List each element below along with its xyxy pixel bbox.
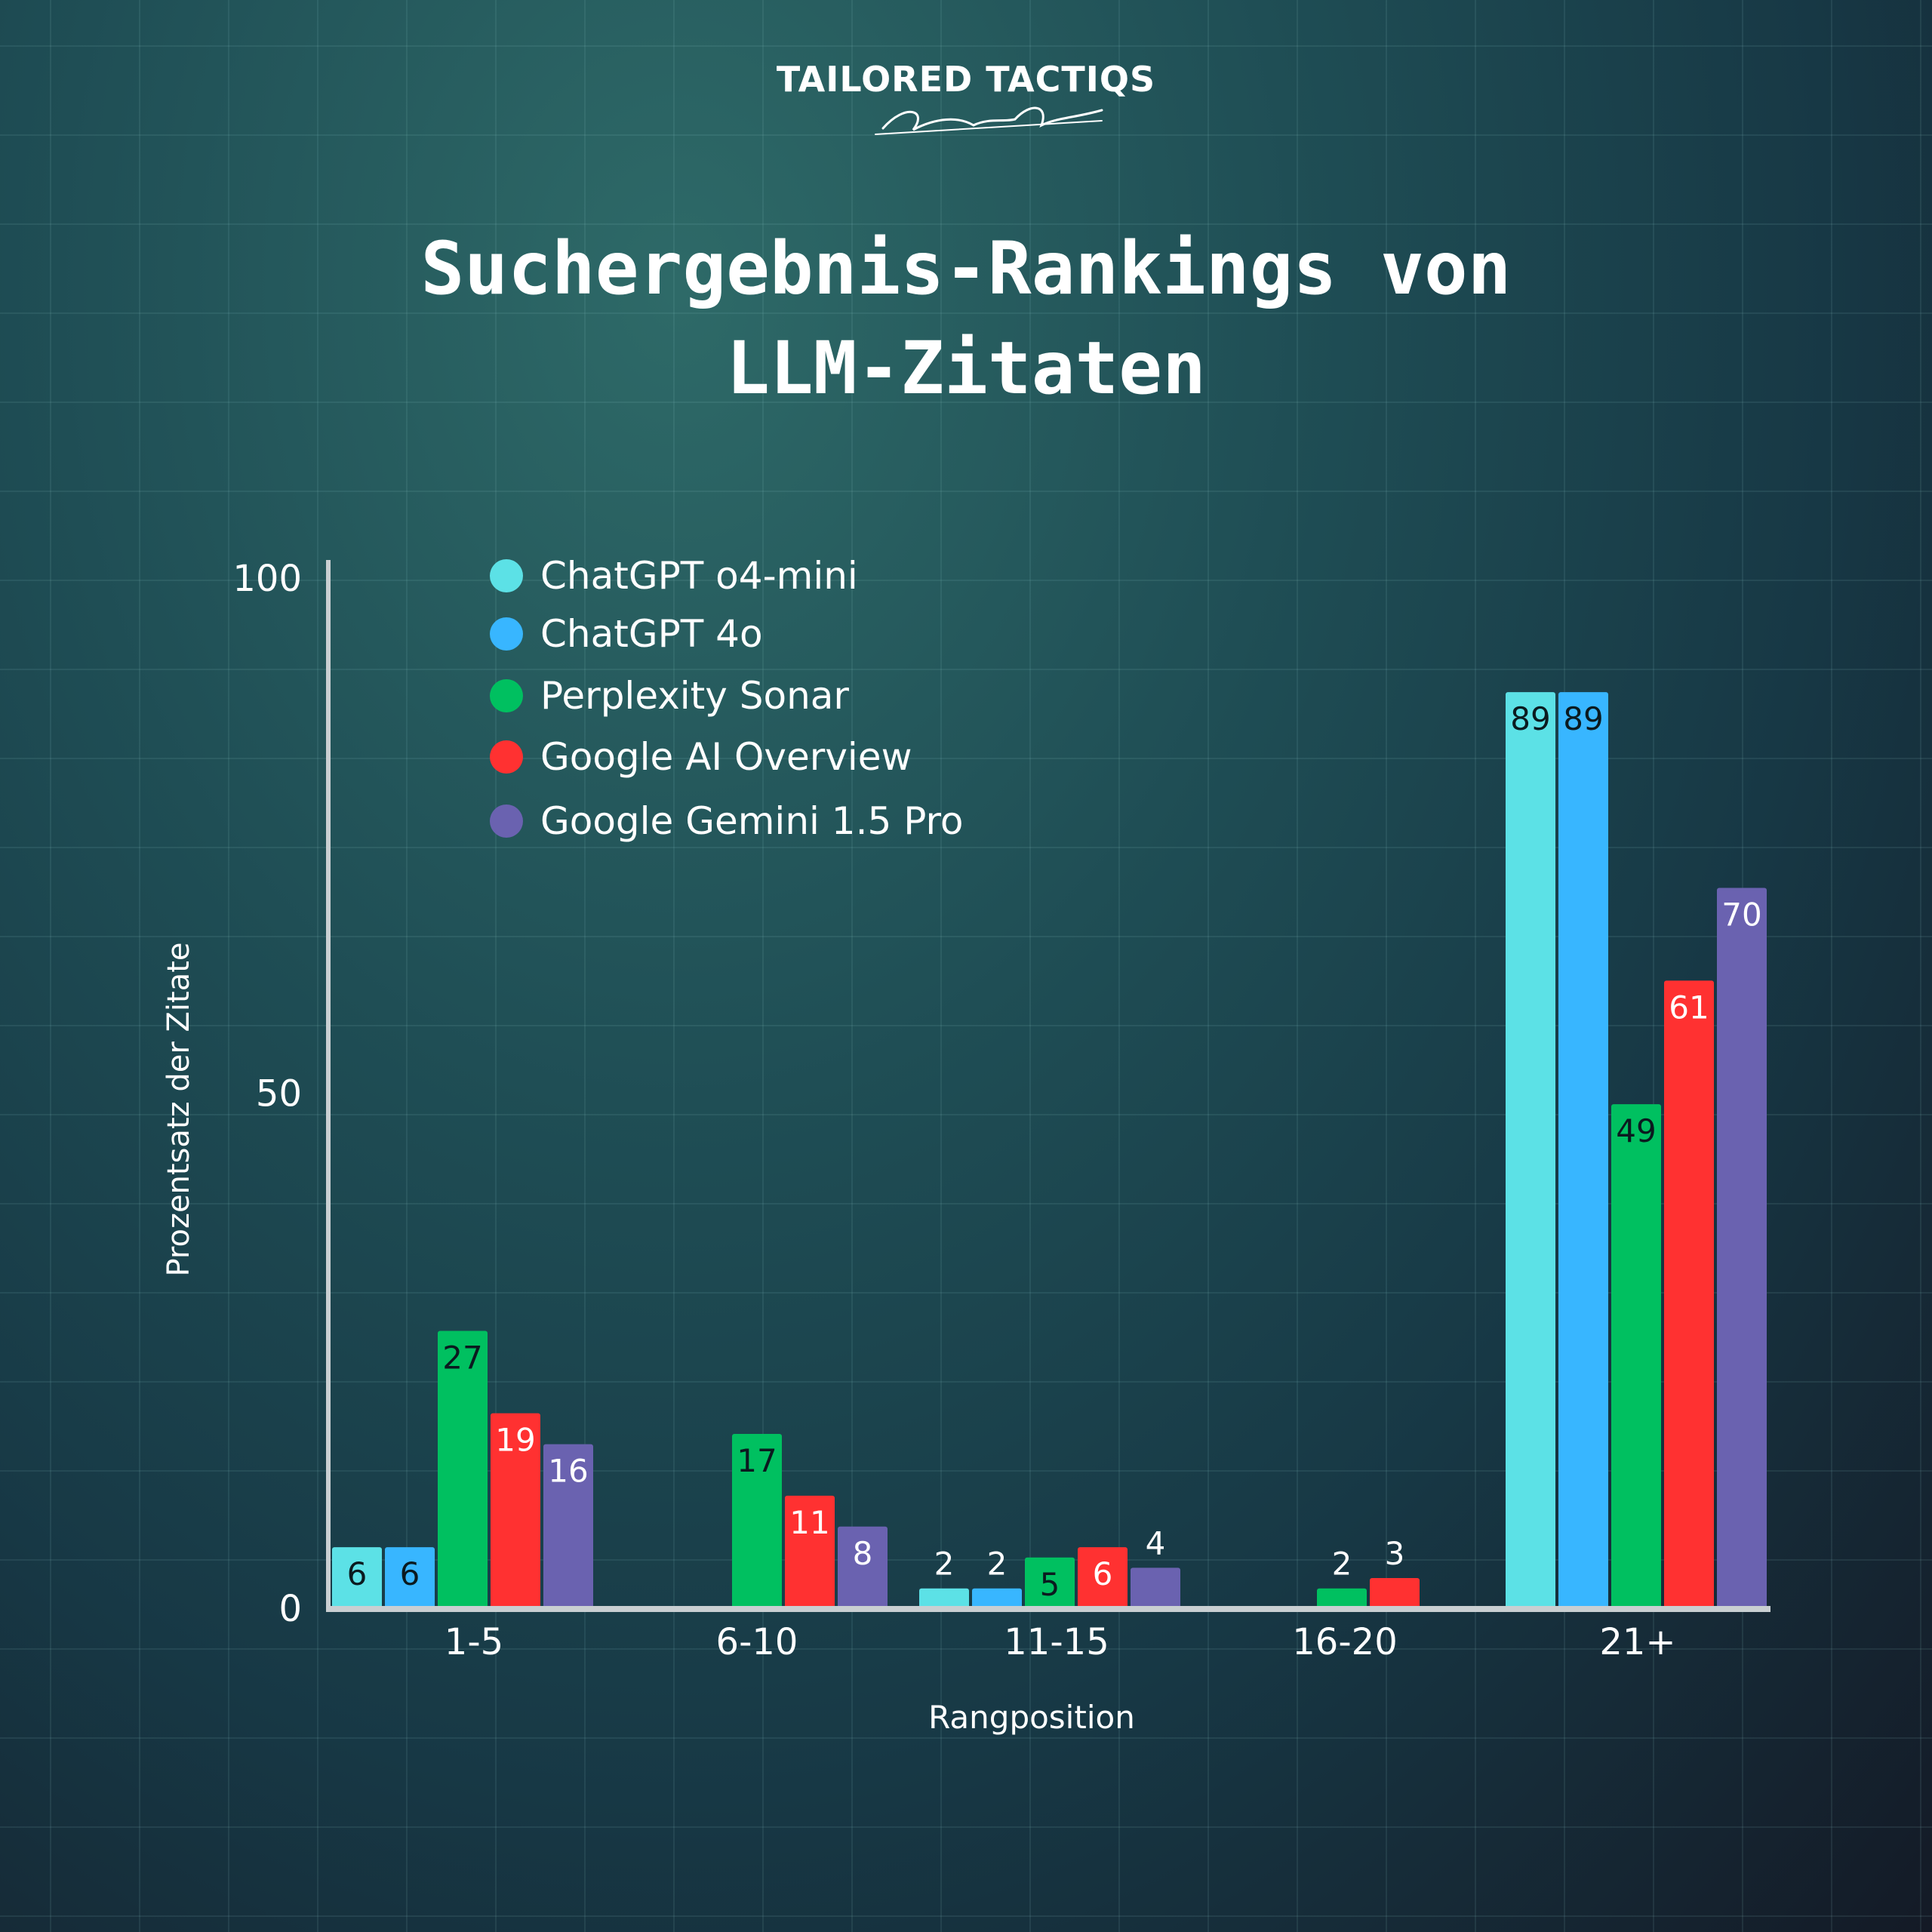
data-label: 11	[789, 1504, 829, 1541]
bar-perplexity-sonar-16-20	[1317, 1588, 1367, 1609]
chart-title-line-1: Suchergebnis-Rankings von	[420, 226, 1512, 311]
data-label: 2	[987, 1546, 1008, 1583]
data-label: 70	[1721, 897, 1761, 934]
bar-chatgpt-4o-11-15	[972, 1588, 1022, 1609]
legend-marker	[490, 617, 523, 651]
bar-google-gemini-1-5-pro-1-5	[543, 1444, 593, 1609]
legend-entry: Google Gemini 1.5 Pro	[540, 799, 964, 843]
x-tick-label: 21+	[1599, 1621, 1675, 1663]
data-label: 61	[1669, 989, 1709, 1026]
bar-chatgpt-4o-1-5	[385, 1547, 435, 1609]
data-label: 16	[548, 1453, 588, 1490]
data-label: 89	[1563, 700, 1603, 737]
legend-marker	[490, 804, 523, 838]
bar-google-ai-overview-1-5	[491, 1413, 540, 1609]
data-label: 19	[495, 1422, 535, 1459]
data-label: 6	[400, 1555, 420, 1592]
data-label: 49	[1616, 1112, 1656, 1149]
bar-perplexity-sonar-21+	[1611, 1104, 1661, 1609]
brand-logo: TAILORED TACTIQS	[0, 59, 1932, 100]
data-label: 2	[934, 1546, 955, 1583]
data-label: 8	[853, 1535, 873, 1572]
bar-google-ai-overview-21+	[1664, 980, 1714, 1609]
y-tick-label: 50	[256, 1073, 302, 1115]
data-label: 27	[442, 1339, 482, 1376]
data-label: 2	[1332, 1546, 1352, 1583]
bar-perplexity-sonar-6-10	[732, 1433, 782, 1609]
data-label: 5	[1040, 1566, 1060, 1603]
bar-google-gemini-1-5-pro-11-15	[1131, 1567, 1180, 1609]
x-tick-label: 16-20	[1292, 1621, 1397, 1663]
legend-marker	[490, 740, 523, 774]
brand-name: TAILORED TACTIQS	[776, 59, 1156, 100]
bar-chatgpt-o4-mini-1-5	[332, 1547, 382, 1609]
chart-title: Suchergebnis-Rankings von LLM-Zitaten	[0, 219, 1932, 418]
data-label: 3	[1385, 1535, 1405, 1572]
bar-chatgpt-o4-mini-21+	[1506, 692, 1555, 1609]
bar-chatgpt-4o-21+	[1558, 692, 1608, 1609]
brand-signature	[875, 106, 1103, 135]
data-label: 4	[1146, 1524, 1166, 1561]
legend-entry: ChatGPT 4o	[540, 612, 763, 656]
data-label: 17	[737, 1442, 777, 1479]
legend-marker	[490, 559, 523, 592]
legend-marker	[490, 679, 523, 712]
legend-entry: Google AI Overview	[540, 735, 912, 779]
data-label: 6	[347, 1555, 368, 1592]
data-label: 89	[1510, 700, 1550, 737]
x-tick-label: 1-5	[445, 1621, 503, 1663]
y-axis-label: Prozentsatz der Zitate	[162, 942, 196, 1276]
x-tick-label: 6-10	[716, 1621, 798, 1663]
y-tick-label: 100	[232, 558, 302, 600]
data-label: 6	[1093, 1555, 1113, 1592]
legend-entry: ChatGPT o4-mini	[540, 554, 858, 598]
bar-perplexity-sonar-1-5	[438, 1331, 488, 1609]
bar-google-gemini-1-5-pro-21+	[1717, 888, 1767, 1609]
bar-google-ai-overview-16-20	[1370, 1578, 1420, 1609]
y-tick-label: 0	[278, 1588, 302, 1630]
legend-entry: Perplexity Sonar	[540, 674, 849, 718]
x-axis-label: Rangposition	[928, 1699, 1135, 1736]
chart-title-line-2: LLM-Zitaten	[726, 326, 1206, 411]
bar-chatgpt-o4-mini-11-15	[919, 1588, 969, 1609]
bar-google-ai-overview-11-15	[1078, 1547, 1128, 1609]
bar-google-gemini-1-5-pro-6-10	[838, 1526, 888, 1609]
bar-google-ai-overview-6-10	[785, 1495, 835, 1609]
bar-perplexity-sonar-11-15	[1025, 1557, 1075, 1609]
x-tick-label: 11-15	[1004, 1621, 1109, 1663]
